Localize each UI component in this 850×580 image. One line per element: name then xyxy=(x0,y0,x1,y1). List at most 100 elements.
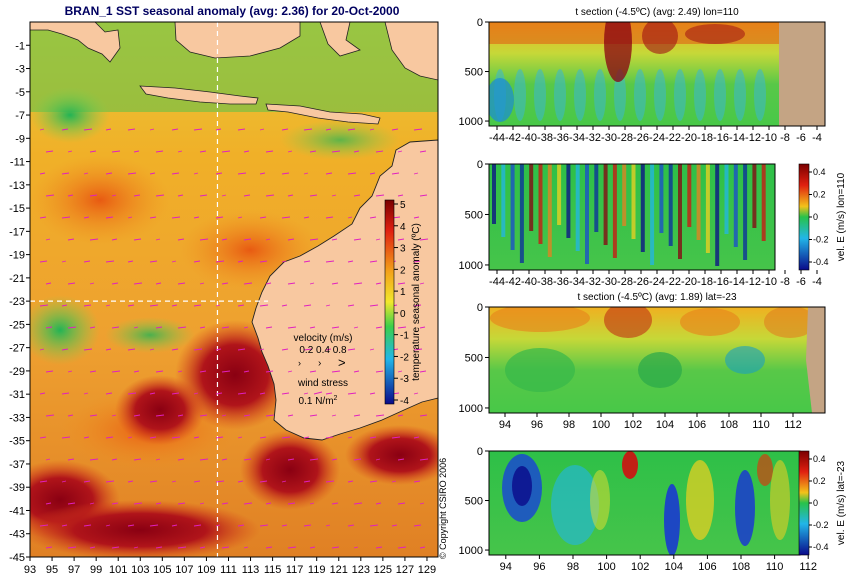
x-tick-label: -30 xyxy=(601,132,617,144)
velocity-arrow xyxy=(39,128,45,131)
velocity-arrow xyxy=(303,304,312,307)
velocity-arrow xyxy=(281,216,291,219)
velocity-arrow xyxy=(133,546,139,549)
velocity-arrow xyxy=(237,480,244,483)
velocity-arrow xyxy=(375,502,382,505)
velocity-arrow xyxy=(177,370,183,373)
velocity-arrow xyxy=(45,502,52,505)
velocity-arrow xyxy=(419,282,425,285)
velocity-arrow xyxy=(243,502,253,505)
velocity-arrow xyxy=(243,282,253,285)
sst-colorbar-label: temperature seasonal anomaly (ºC) xyxy=(411,223,422,381)
velocity-arrow xyxy=(155,150,164,153)
velocity-arrow xyxy=(353,414,361,417)
panel4-cool-core xyxy=(664,484,680,555)
velocity-arrow xyxy=(369,480,378,483)
panel2-column xyxy=(557,164,562,225)
velocity-arrow xyxy=(419,326,426,329)
velocity-arrow xyxy=(265,370,274,373)
velocity-arrow xyxy=(259,480,268,483)
velocity-arrow xyxy=(111,150,121,153)
panel2-column xyxy=(538,164,543,244)
velocity-arrow xyxy=(391,524,398,527)
map-lat-tick-label: -1 xyxy=(15,40,25,52)
velocity-arrow xyxy=(149,172,156,175)
map-lon-tick-label: 95 xyxy=(46,564,58,576)
sst-colorbar-ticks: 5 4 3 2 1 0 -1 -2 -3 -4 xyxy=(394,200,409,407)
velocity-arrow xyxy=(331,546,340,549)
map-lon-tick-label: 103 xyxy=(131,564,149,576)
velocity-arrow xyxy=(375,458,381,461)
velocity-arrow xyxy=(413,304,422,307)
velocity-arrow xyxy=(347,436,353,439)
velocity-arrow xyxy=(111,546,120,549)
velocity-arrow xyxy=(397,238,405,241)
velocity-arrow xyxy=(391,172,400,175)
velocity-arrow xyxy=(265,414,275,417)
colorbar-tick-label: 0.2 xyxy=(813,476,826,486)
velocity-arrow xyxy=(105,480,115,483)
velocity-arrow xyxy=(111,326,120,329)
velocity-arrow xyxy=(243,326,249,329)
velocity-arrow xyxy=(133,282,143,285)
velocity-arrow xyxy=(67,546,77,549)
colorbar-tick-label: 0.4 xyxy=(813,167,826,177)
velocity-arrow xyxy=(265,326,273,329)
map-lon-tick-label: 107 xyxy=(175,564,193,576)
velocity-arrow xyxy=(265,238,271,241)
panel2-column xyxy=(529,164,534,231)
velocity-arrow xyxy=(133,150,140,153)
x-tick-label: 112 xyxy=(784,419,802,431)
velocity-arrow xyxy=(303,216,310,219)
map-lat-tick-label: -13 xyxy=(9,180,25,192)
x-tick-label: 108 xyxy=(720,419,738,431)
velocity-arrow xyxy=(61,348,69,351)
velocity-arrow xyxy=(61,436,71,439)
panel2-colorbar xyxy=(798,163,810,271)
velocity-arrow xyxy=(215,524,221,527)
sst-colorbar-tick-label: 2 xyxy=(400,265,406,276)
x-tick-label: 98 xyxy=(567,561,579,573)
y-tick-label: 1000 xyxy=(459,116,483,128)
velocity-arrow xyxy=(281,128,289,131)
velocity-arrow xyxy=(281,260,287,263)
velocity-arrow xyxy=(353,238,362,241)
panel2-column xyxy=(678,164,682,259)
velocity-arrow xyxy=(375,282,382,285)
panel2-heatmap xyxy=(489,164,775,270)
velocity-arrow xyxy=(193,524,202,527)
velocity-arrow xyxy=(61,480,67,483)
x-tick-label: -32 xyxy=(585,132,601,144)
panel1-hot-core xyxy=(604,22,632,82)
velocity-arrow xyxy=(215,348,222,351)
velocity-arrow xyxy=(171,524,178,527)
x-tick-label: -42 xyxy=(505,276,521,288)
velocity-arrow xyxy=(83,260,91,263)
velocity-arrow xyxy=(193,436,200,439)
map-lon-tick-label: 121 xyxy=(330,564,348,576)
panel4-heatmap xyxy=(489,451,800,555)
velocity-arrow xyxy=(155,370,164,373)
velocity-arrow xyxy=(149,436,157,439)
panel2-column xyxy=(631,164,636,239)
panel2-column xyxy=(622,164,627,226)
land-sumatra xyxy=(30,22,121,63)
x-tick-label: -4 xyxy=(812,276,822,288)
velocity-arrow xyxy=(111,282,119,285)
x-tick-label: -32 xyxy=(585,276,601,288)
velocity-arrow xyxy=(353,194,361,197)
velocity-arrow xyxy=(89,546,96,549)
velocity-arrow xyxy=(243,546,249,549)
colorbar-tick-label: 0.2 xyxy=(813,190,826,200)
sst-colorbar-tick-label: 1 xyxy=(400,287,406,298)
velocity-arrow xyxy=(67,150,73,153)
velocity-arrow xyxy=(265,150,274,153)
panel2-column xyxy=(696,164,701,240)
land-lesser-sunda xyxy=(265,103,381,125)
velocity-arrow xyxy=(83,172,89,175)
velocity-arrow xyxy=(375,150,384,153)
map-lon-tick-label: 105 xyxy=(153,564,171,576)
velocity-arrow xyxy=(221,458,228,461)
velocity-arrow xyxy=(127,304,135,307)
velocity-arrow xyxy=(111,458,118,461)
